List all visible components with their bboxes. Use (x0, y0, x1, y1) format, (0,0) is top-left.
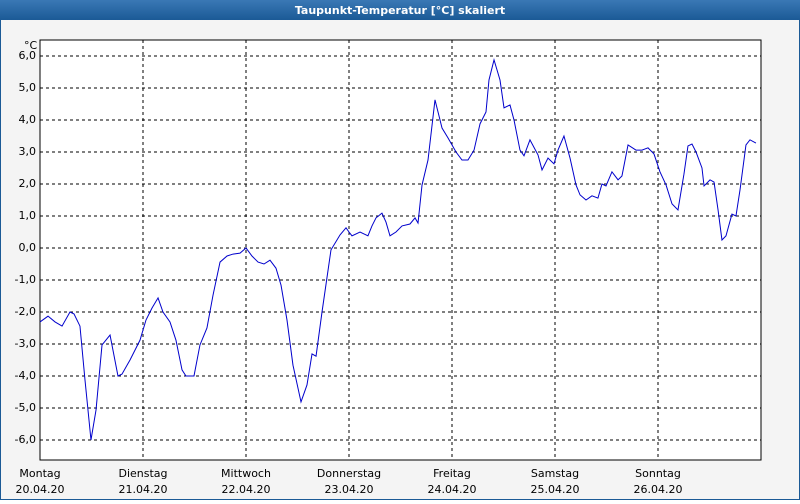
x-tick-label: Freitag (433, 467, 471, 480)
y-tick-label: 6,0 (19, 49, 37, 62)
x-tick-date: 21.04.20 (119, 483, 168, 496)
y-tick-label: 2,0 (19, 177, 37, 190)
y-tick-label: 4,0 (19, 113, 37, 126)
title-bar (0, 0, 800, 20)
x-tick-label: Samstag (531, 467, 579, 480)
data-line (39, 57, 757, 441)
x-tick-date: 22.04.20 (222, 483, 271, 496)
x-tick-label: Donnerstag (317, 467, 381, 480)
y-tick-label: 1,0 (19, 209, 37, 222)
x-tick-label: Montag (19, 467, 60, 480)
y-tick-label: 5,0 (19, 81, 37, 94)
y-tick-label: -2,0 (15, 305, 36, 318)
x-tick-label: Mittwoch (221, 467, 271, 480)
y-tick-label: -6,0 (15, 433, 36, 446)
x-tick-date: 24.04.20 (428, 483, 477, 496)
y-axis-label: °C (24, 39, 38, 52)
y-tick-label: -3,0 (15, 337, 36, 350)
y-tick-label: 0,0 (19, 241, 37, 254)
x-tick-date: 25.04.20 (531, 483, 580, 496)
y-tick-label: -5,0 (15, 401, 36, 414)
chart-title: Taupunkt-Temperatur [°C] skaliert (295, 4, 505, 17)
x-tick-date: 20.04.20 (16, 483, 65, 496)
x-tick-label: Sonntag (635, 467, 681, 480)
y-tick-label: -4,0 (15, 369, 36, 382)
y-tick-label: 3,0 (19, 145, 37, 158)
x-tick-label: Dienstag (118, 467, 167, 480)
plot-area (39, 39, 762, 461)
x-tick-date: 23.04.20 (325, 483, 374, 496)
x-tick-date: 26.04.20 (634, 483, 683, 496)
y-tick-label: -1,0 (15, 273, 36, 286)
